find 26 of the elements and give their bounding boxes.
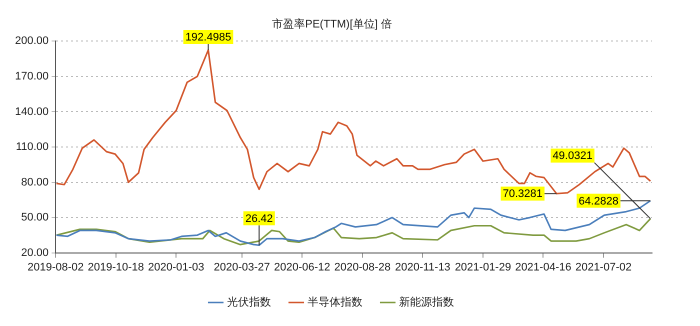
annotation: 64.2828	[578, 195, 618, 208]
x-tick-label: 2020-03-27	[214, 261, 270, 274]
y-tick-label: 170.00	[14, 70, 49, 82]
x-tick-label: 2020-08-28	[334, 261, 391, 274]
legend-label: 新能源指数	[398, 296, 454, 309]
chart-title: 市盈率PE(TTM)[单位] 倍	[272, 18, 392, 31]
y-tick-label: 50.00	[21, 212, 49, 224]
x-tick-label: 2020-11-13	[394, 261, 450, 274]
y-tick-label: 110.00	[16, 141, 49, 154]
legend-label: 光伏指数	[226, 296, 271, 309]
annotation: 192.4985	[185, 32, 232, 44]
annotation: 70.3281	[502, 188, 543, 200]
x-tick-label: 2021-07-02	[575, 261, 632, 274]
x-tick-label: 2019-08-02	[28, 261, 84, 274]
x-tick-label: 2021-01-29	[454, 261, 512, 274]
y-tick-label: 20.00	[21, 246, 49, 259]
x-tick-label: 2019-10-18	[88, 261, 144, 274]
annotation: 49.0321	[552, 150, 592, 162]
y-tick-label: 80.00	[21, 176, 49, 188]
x-tick-label: 2021-04-16	[515, 261, 572, 274]
y-tick-label: 200.00	[14, 35, 49, 48]
y-tick-label: 140.00	[14, 106, 49, 118]
x-tick-label: 2020-01-03	[148, 261, 204, 274]
annotation: 26.42	[245, 212, 273, 225]
legend-label: 半导体指数	[307, 296, 362, 309]
x-tick-label: 2020-06-12	[274, 261, 330, 274]
